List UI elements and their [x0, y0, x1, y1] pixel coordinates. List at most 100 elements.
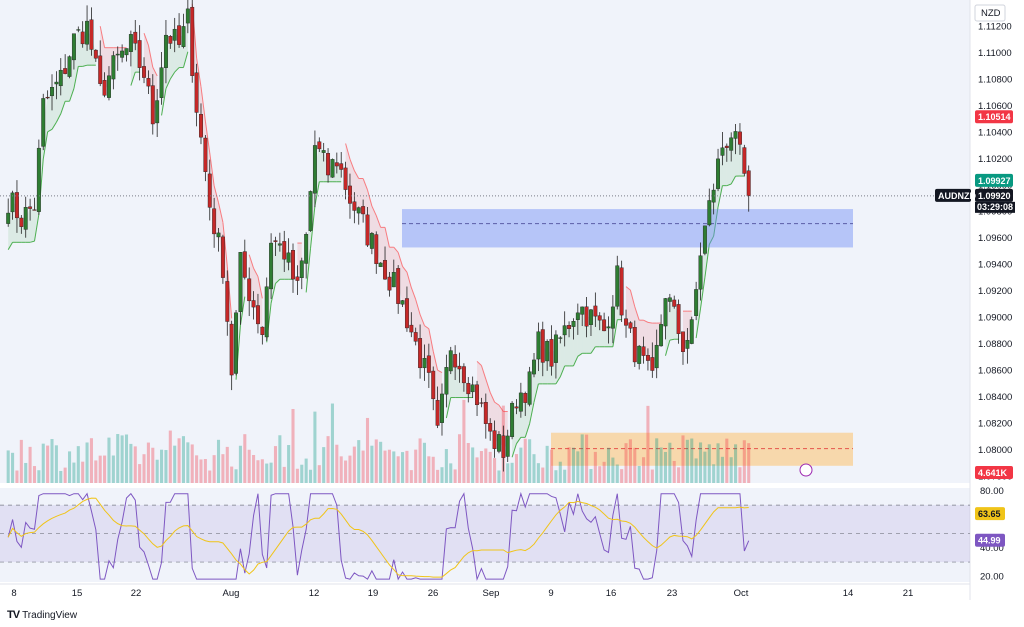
candle-body	[374, 234, 379, 264]
upper-price-tag	[975, 110, 1013, 124]
volume-bar	[190, 444, 194, 483]
candle	[291, 243, 295, 293]
volume-bar	[370, 445, 374, 483]
volume-bar	[133, 446, 137, 483]
supertrend-line	[590, 346, 596, 354]
candle-body	[111, 55, 116, 80]
volume-bar	[181, 436, 185, 483]
volume-bar	[738, 467, 742, 483]
volume-bar	[344, 460, 348, 483]
volume-bar	[571, 447, 575, 483]
candle	[461, 363, 466, 392]
candle	[32, 197, 37, 211]
candle	[681, 331, 685, 365]
candle-body	[404, 298, 409, 329]
candle	[501, 425, 506, 472]
candle-body	[444, 367, 449, 395]
volume-bar	[611, 457, 615, 483]
candle-body	[650, 357, 655, 371]
candle	[286, 238, 291, 271]
candle	[155, 88, 160, 137]
supertrend-line	[529, 402, 535, 424]
supertrend-line	[516, 437, 522, 444]
rsi-pane-bg	[0, 488, 970, 582]
supertrend-line	[393, 246, 399, 253]
candle-body	[76, 29, 81, 31]
volume-bar	[322, 447, 326, 483]
candle	[624, 309, 628, 338]
supertrend-line	[432, 351, 439, 371]
supertrend-line	[239, 296, 246, 326]
volume-bar	[238, 445, 242, 483]
candle-body	[168, 36, 173, 44]
candle	[532, 352, 536, 378]
supertrend-line	[406, 272, 412, 288]
supertrend-fill	[8, 202, 13, 250]
candle-body	[15, 192, 19, 219]
volume-bar	[124, 434, 129, 483]
candle	[558, 336, 563, 344]
candle-body	[295, 276, 300, 281]
candle	[694, 281, 699, 321]
volume-bar	[234, 469, 238, 483]
volume-bar	[475, 457, 479, 483]
candle	[619, 260, 624, 322]
volume-bar	[672, 460, 676, 483]
supertrend-fill	[647, 322, 653, 364]
price-tick-label: 1.11200	[978, 21, 1012, 32]
volume-bar	[532, 454, 536, 483]
volume-bar	[698, 442, 703, 483]
supertrend-line	[161, 88, 167, 116]
volume-bar	[379, 441, 383, 483]
lightning-icon	[799, 463, 813, 477]
volume-bar	[567, 447, 571, 483]
candle	[505, 429, 510, 462]
candle-body	[194, 72, 199, 113]
candle-body	[694, 289, 699, 316]
volume-bar	[528, 439, 532, 483]
volume-bar	[585, 434, 589, 483]
volume-bar	[89, 438, 93, 483]
candle	[659, 314, 664, 347]
candle	[457, 352, 462, 383]
candle	[589, 309, 593, 336]
volume-bar	[444, 449, 448, 483]
price-tick-label: 1.10200	[978, 154, 1012, 165]
price-tick-label: 1.11000	[978, 48, 1012, 59]
candle	[479, 397, 484, 408]
candle-body	[549, 339, 554, 367]
supertrend-line	[415, 299, 421, 315]
candle-body	[299, 260, 304, 278]
supertrend-fill	[275, 241, 280, 284]
supertrend-line	[371, 205, 377, 216]
date-tick-label: 9	[548, 588, 553, 599]
candle-body	[663, 298, 668, 327]
rsi-value-tag	[975, 533, 1005, 547]
candle-body	[707, 200, 712, 226]
candle-body	[720, 147, 725, 156]
supertrend-line	[367, 189, 373, 207]
supertrend-line	[362, 178, 368, 191]
candle	[146, 70, 151, 94]
rsi-tick-label: 20.00	[980, 571, 1004, 582]
candle	[641, 336, 646, 364]
candle	[383, 246, 387, 280]
supertrend-line	[130, 71, 136, 86]
candle-body	[128, 34, 133, 52]
volume-bar	[628, 439, 632, 483]
tradingview-logo[interactable]: TV TradingView	[7, 609, 77, 621]
pane-separator	[0, 483, 1024, 488]
candle	[194, 63, 199, 127]
candle	[716, 148, 720, 192]
candle	[689, 316, 694, 345]
supertrend-line	[524, 423, 531, 438]
volume-bar	[203, 459, 207, 483]
volume-bar	[554, 470, 558, 483]
candle	[71, 33, 76, 70]
supertrend-line	[253, 268, 259, 277]
candle-body	[426, 355, 431, 373]
candle-body	[492, 430, 497, 449]
candle	[724, 143, 729, 162]
volume-bar	[103, 455, 107, 483]
candle-body	[575, 312, 580, 320]
